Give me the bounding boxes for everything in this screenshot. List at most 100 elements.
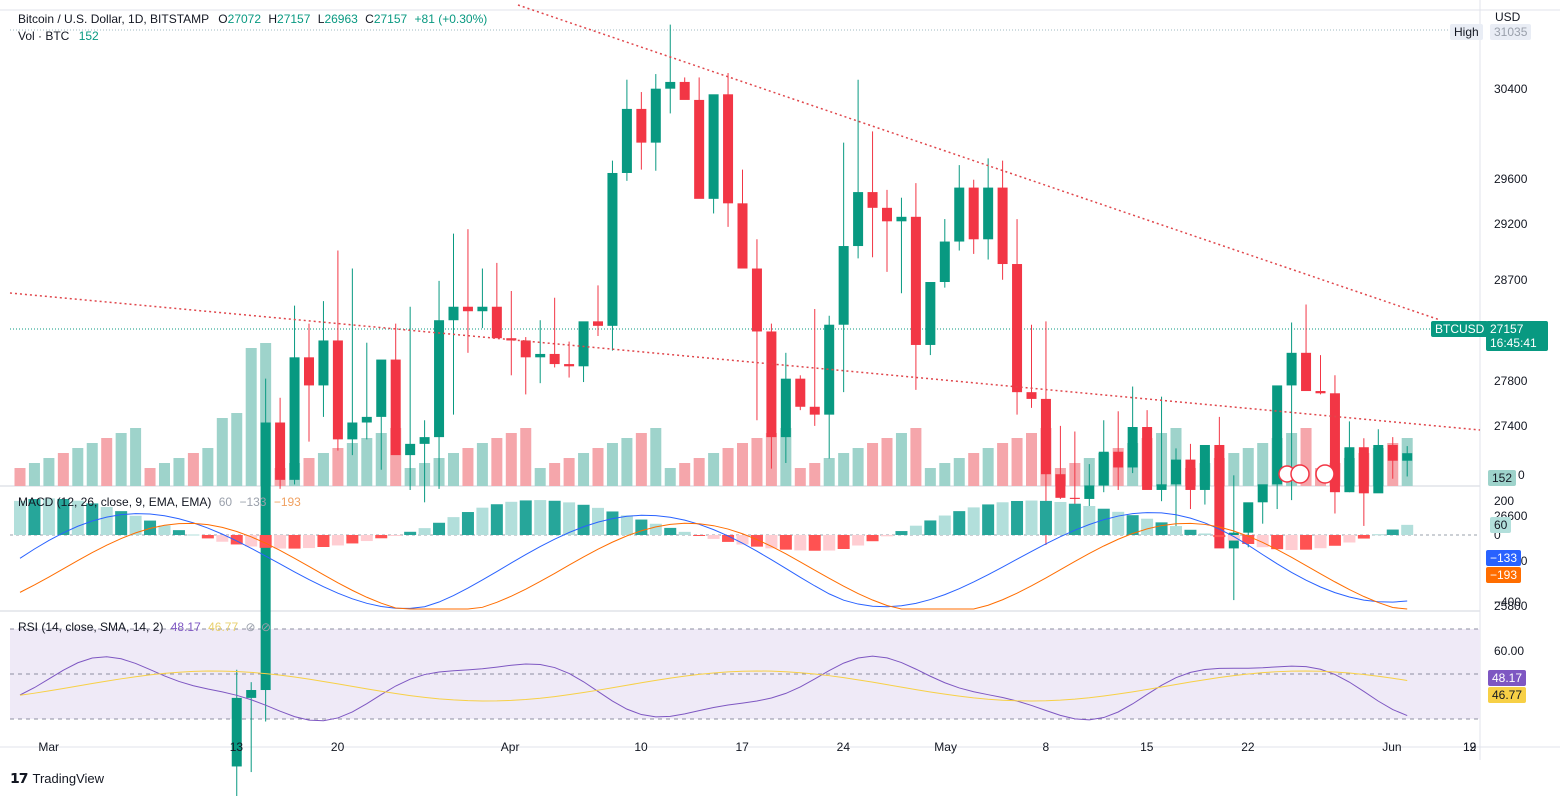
candle-body [304, 357, 314, 386]
candle-body [347, 422, 358, 440]
volume-bar [159, 463, 170, 486]
volume-bar [823, 458, 835, 486]
candle-body [1156, 484, 1167, 490]
candle-body [1315, 391, 1326, 394]
volume-bar [549, 463, 561, 486]
macd-histogram-bar [1227, 535, 1240, 541]
volume-bar [708, 453, 720, 486]
macd-histogram-bar [447, 517, 460, 535]
macd-histogram-bar [1039, 500, 1052, 535]
candle-body [853, 192, 864, 247]
volume-bar [578, 453, 590, 486]
volume-bar [173, 458, 185, 486]
volume-bar [520, 428, 532, 486]
macd-histogram-bar [881, 535, 893, 537]
macd-histogram-bar [230, 535, 243, 545]
candle-body [997, 187, 1008, 265]
volume-bar [245, 348, 257, 486]
volume-bar [43, 458, 55, 486]
price-tick: 25800 [1494, 598, 1528, 613]
candle-body [925, 282, 936, 345]
high-tag-value: 31035 [1490, 24, 1532, 40]
macd-histogram-bar [534, 500, 547, 535]
candle-body [1257, 484, 1268, 503]
macd-histogram-bar [360, 535, 373, 542]
macd-histogram-bar [1285, 535, 1298, 551]
macd-histogram-bar [1155, 522, 1168, 535]
macd-histogram-bar [42, 498, 55, 535]
candle-body [1301, 352, 1312, 392]
macd-tick-200: 200 [1494, 494, 1515, 508]
volume-bar [809, 463, 821, 486]
candle-body [361, 416, 372, 423]
candle-body [954, 187, 965, 242]
candle-body [491, 306, 502, 339]
candle-body [896, 216, 907, 222]
volume-bar [852, 448, 864, 486]
macd-histogram-bar [678, 531, 691, 535]
volume-bar [1242, 448, 1254, 486]
macd-histogram-bar [14, 500, 26, 535]
candle-body [723, 94, 734, 204]
candle-body [520, 340, 531, 358]
macd-histogram-bar [476, 507, 489, 535]
volume-bar [968, 453, 980, 486]
hide-indicator-icon[interactable]: ⊘ [245, 620, 256, 634]
macd-histogram-bar [1372, 534, 1385, 536]
settings-icon[interactable]: ⊘ [260, 620, 271, 634]
macd-histogram-bar [794, 535, 807, 551]
volume-axis-zero: 0 [1518, 468, 1525, 482]
macd-histogram-bar [1011, 500, 1024, 535]
volume-bar [346, 443, 358, 486]
candle-body [1373, 444, 1384, 494]
volume-bar [635, 433, 647, 486]
macd-histogram-bar [274, 535, 287, 549]
rsi-sma-badge: 46.77 [1488, 687, 1527, 703]
volume-bar [606, 443, 618, 486]
candle-body [1055, 474, 1066, 498]
macd-histogram-bar [1213, 535, 1226, 538]
candle-body [1098, 451, 1109, 486]
macd-histogram-bar [563, 502, 576, 535]
macd-histogram-bar [172, 530, 185, 535]
macd-histogram-bar [144, 520, 157, 535]
rsi-legend[interactable]: RSI (14, close, SMA, 14, 2) 48.17 46.77 … [18, 620, 271, 634]
macd-histogram-bar [1300, 535, 1313, 550]
macd-histogram-bar [606, 511, 619, 535]
tradingview-branding[interactable]: 𝟭𝟳 TradingView [10, 770, 104, 787]
candle-body [737, 203, 748, 269]
candle-body [231, 697, 242, 767]
symbol-legend[interactable]: Bitcoin / U.S. Dollar, 1D, BITSTAMP O270… [18, 12, 487, 26]
macd-histogram-bar [1242, 535, 1255, 544]
macd-histogram-bar [967, 507, 980, 535]
candle-body [910, 216, 921, 345]
macd-histogram-bar [548, 500, 561, 535]
candle-body [419, 437, 430, 444]
macd-histogram-bar [1328, 535, 1341, 546]
macd-histogram-bar [1198, 533, 1211, 535]
event-markers[interactable] [1278, 464, 1335, 484]
candle-body [1387, 444, 1398, 461]
candle-body [448, 306, 459, 321]
macd-histogram-bar [996, 502, 1009, 535]
time-tick: 19 [1463, 740, 1477, 754]
flag-event-icon [1315, 464, 1335, 484]
macd-histogram-bar [750, 535, 763, 547]
macd-histogram-bar [924, 520, 937, 535]
macd-histogram-bar [201, 535, 214, 539]
volume-bar [14, 468, 26, 486]
volume-bar [476, 443, 488, 486]
candle-body [694, 99, 705, 199]
candle-body [665, 81, 676, 89]
macd-legend[interactable]: MACD (12, 26, close, 9, EMA, EMA) 60 −13… [18, 495, 301, 509]
candle-body [246, 690, 257, 698]
volume-bar [650, 428, 662, 486]
volume-legend[interactable]: Vol · BTC 152 [18, 29, 99, 43]
candle-body [434, 320, 445, 438]
macd-histogram-bar [909, 525, 922, 535]
time-tick: 20 [330, 740, 345, 754]
macd-histogram-bar [461, 512, 474, 535]
candle-body [968, 187, 979, 240]
macd-histogram-bar [620, 515, 633, 535]
